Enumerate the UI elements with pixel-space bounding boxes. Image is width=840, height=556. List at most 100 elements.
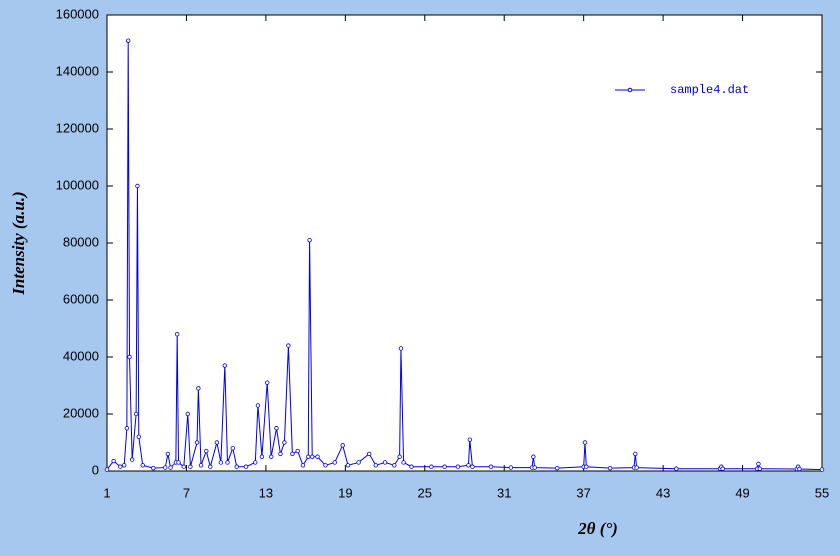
data-point <box>125 38 131 43</box>
data-point <box>111 458 116 464</box>
data-point <box>196 386 201 391</box>
data-point <box>332 460 337 465</box>
data-point <box>470 464 475 469</box>
legend-marker <box>627 87 633 93</box>
data-point <box>295 448 300 454</box>
data-point <box>401 460 406 465</box>
data-point <box>819 467 825 472</box>
legend-text: sample4.dat <box>670 83 749 97</box>
data-point <box>188 464 193 469</box>
data-point <box>214 440 220 445</box>
data-point <box>225 460 230 465</box>
x-tick-label: 49 <box>735 485 749 500</box>
data-point <box>531 454 536 459</box>
data-point <box>135 183 140 189</box>
data-point <box>315 454 320 459</box>
data-point <box>274 426 279 431</box>
data-point <box>122 463 127 468</box>
x-tick-label: 7 <box>183 485 190 500</box>
data-point <box>442 464 447 469</box>
data-point <box>265 380 270 385</box>
data-point <box>532 465 537 470</box>
data-point <box>118 464 123 469</box>
x-tick-label: 13 <box>259 485 273 500</box>
data-point <box>218 460 224 465</box>
data-point <box>397 454 402 459</box>
data-point <box>310 454 315 459</box>
data-point <box>554 465 560 471</box>
data-point <box>455 464 461 469</box>
data-point <box>286 343 291 348</box>
data-point <box>633 451 638 457</box>
data-point <box>208 464 213 469</box>
x-axis-title: 2θ (°) <box>577 519 618 538</box>
data-point <box>133 411 139 417</box>
data-point <box>634 465 639 470</box>
data-point <box>222 363 228 368</box>
data-point <box>756 461 761 467</box>
data-point <box>185 411 190 417</box>
data-point <box>163 465 168 470</box>
data-point <box>136 434 141 439</box>
data-point <box>467 437 472 442</box>
data-point <box>398 346 404 351</box>
data-point <box>204 448 209 454</box>
data-point <box>151 465 156 471</box>
data-point <box>194 440 200 445</box>
data-point <box>300 463 306 468</box>
y-tick-label: 40000 <box>63 348 99 363</box>
data-point <box>366 451 372 457</box>
y-tick-label: 160000 <box>56 6 99 21</box>
data-point <box>198 463 204 468</box>
data-point <box>307 237 312 243</box>
data-point <box>607 465 613 471</box>
x-tick-label: 55 <box>815 485 829 500</box>
data-point <box>345 463 351 468</box>
data-point <box>323 463 328 468</box>
data-point <box>181 464 186 469</box>
data-point <box>140 463 145 468</box>
data-point <box>409 464 414 469</box>
y-axis-title: Intensity (a.u.) <box>9 191 28 295</box>
data-point <box>129 457 135 462</box>
data-point <box>720 466 725 471</box>
data-point <box>259 454 265 459</box>
data-point <box>253 460 258 465</box>
data-point <box>104 467 110 472</box>
y-tick-label: 80000 <box>63 234 99 249</box>
y-tick-label: 120000 <box>56 120 99 135</box>
data-point <box>168 465 173 470</box>
data-point <box>757 466 762 471</box>
data-point <box>230 446 235 451</box>
plot-area <box>106 14 823 472</box>
data-point <box>282 440 287 445</box>
x-tick-label: 19 <box>338 485 352 500</box>
x-tick-label: 37 <box>576 485 590 500</box>
data-point <box>797 466 802 472</box>
data-point <box>488 464 494 469</box>
data-point <box>392 463 397 468</box>
data-point <box>584 464 589 469</box>
data-point <box>234 464 239 469</box>
data-point <box>340 443 345 448</box>
data-point <box>582 440 588 445</box>
data-point <box>290 451 295 457</box>
data-point <box>306 454 311 459</box>
data-point <box>124 426 130 431</box>
data-point <box>466 463 471 468</box>
x-tick-label: 31 <box>497 485 511 500</box>
data-point <box>429 464 434 469</box>
x-tick-label: 43 <box>656 485 670 500</box>
y-tick-label: 20000 <box>63 405 99 420</box>
data-point <box>278 451 283 457</box>
y-tick-label: 140000 <box>56 63 99 78</box>
data-point <box>508 465 514 470</box>
x-tick-label: 25 <box>418 485 432 500</box>
data-point <box>176 460 181 465</box>
data-point <box>356 460 361 465</box>
data-point <box>165 451 171 457</box>
data-point <box>268 454 274 459</box>
data-point <box>174 332 180 337</box>
y-tick-label: 0 <box>92 462 99 477</box>
